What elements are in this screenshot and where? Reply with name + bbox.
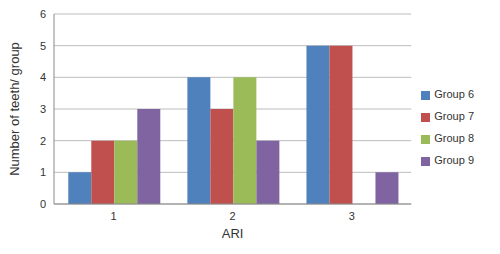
svg-text:6: 6 xyxy=(40,8,46,20)
html-text:Group 6: Group 6 xyxy=(434,88,474,100)
svg-text:1: 1 xyxy=(110,210,116,222)
svg-text:2: 2 xyxy=(40,135,46,147)
svg-text:ARI: ARI xyxy=(222,226,244,241)
svg-text:1: 1 xyxy=(40,166,46,178)
svg-text:2: 2 xyxy=(230,210,236,222)
svg-text:3: 3 xyxy=(40,103,46,115)
svg-text:5: 5 xyxy=(40,40,46,52)
svg-text:4: 4 xyxy=(40,71,46,83)
svg-text:0: 0 xyxy=(40,198,46,210)
html-text:Group 7: Group 7 xyxy=(434,110,474,122)
html-text:Group 8: Group 8 xyxy=(434,132,474,144)
html-text:Group 9: Group 9 xyxy=(434,154,474,166)
svg-text:Number of teeth/ group: Number of teeth/ group xyxy=(8,42,22,176)
svg-text:3: 3 xyxy=(349,210,355,222)
